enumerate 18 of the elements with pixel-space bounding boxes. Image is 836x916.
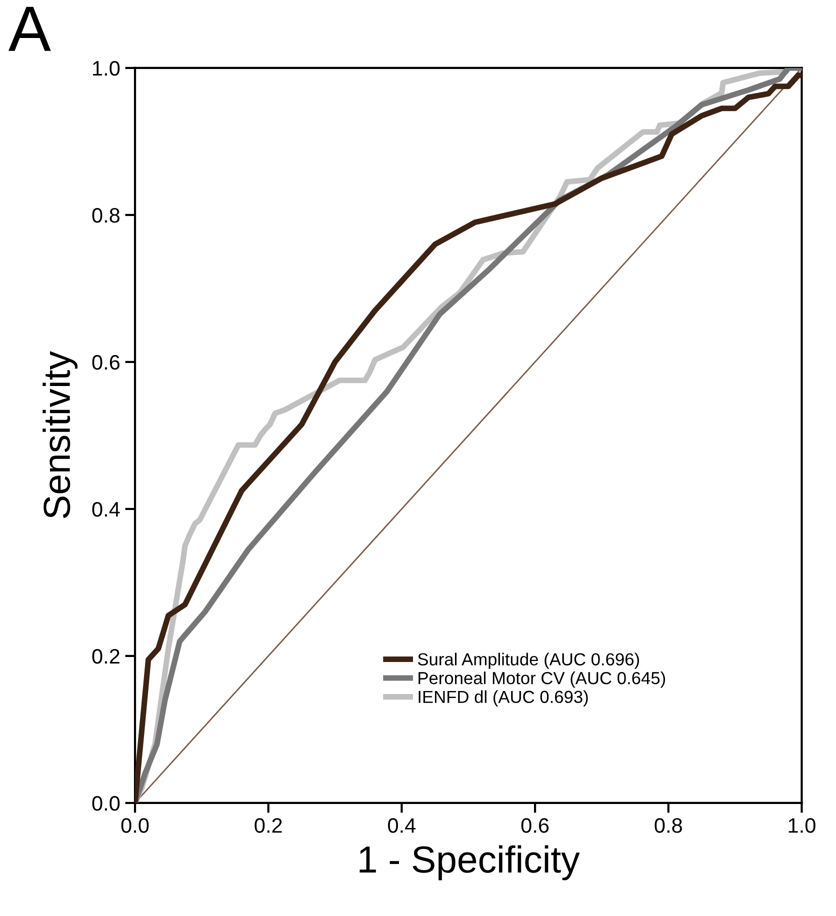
x-tick-label: 0.2 — [254, 818, 282, 833]
x-tick-label: 1.0 — [788, 818, 816, 833]
legend-label: Peroneal Motor CV (AUC 0.645) — [418, 672, 666, 688]
x-tick-label: 0.8 — [654, 818, 682, 833]
y-tick-label: 0.0 — [92, 796, 120, 811]
y-tick-label: 0.8 — [92, 208, 120, 223]
y-tick-label: 1.0 — [93, 60, 120, 76]
x-tick-label: 0.6 — [521, 818, 549, 833]
y-tick-label: 0.6 — [92, 354, 120, 370]
legend-label: Sural Amplitude (AUC 0.696) — [418, 652, 639, 669]
legend-label: IENFD dl (AUC 0.693) — [418, 690, 588, 706]
text: A — [8, 6, 51, 51]
x-tick-label: 0.0 — [121, 818, 149, 833]
x-axis-title: 1 - Specificity — [360, 845, 580, 880]
x-tick-label: 0.4 — [388, 818, 416, 833]
y-tick-label: 0.4 — [92, 502, 120, 517]
y-axis-title: Sensitivity — [42, 351, 78, 518]
y-tick-label: 0.2 — [92, 648, 120, 664]
